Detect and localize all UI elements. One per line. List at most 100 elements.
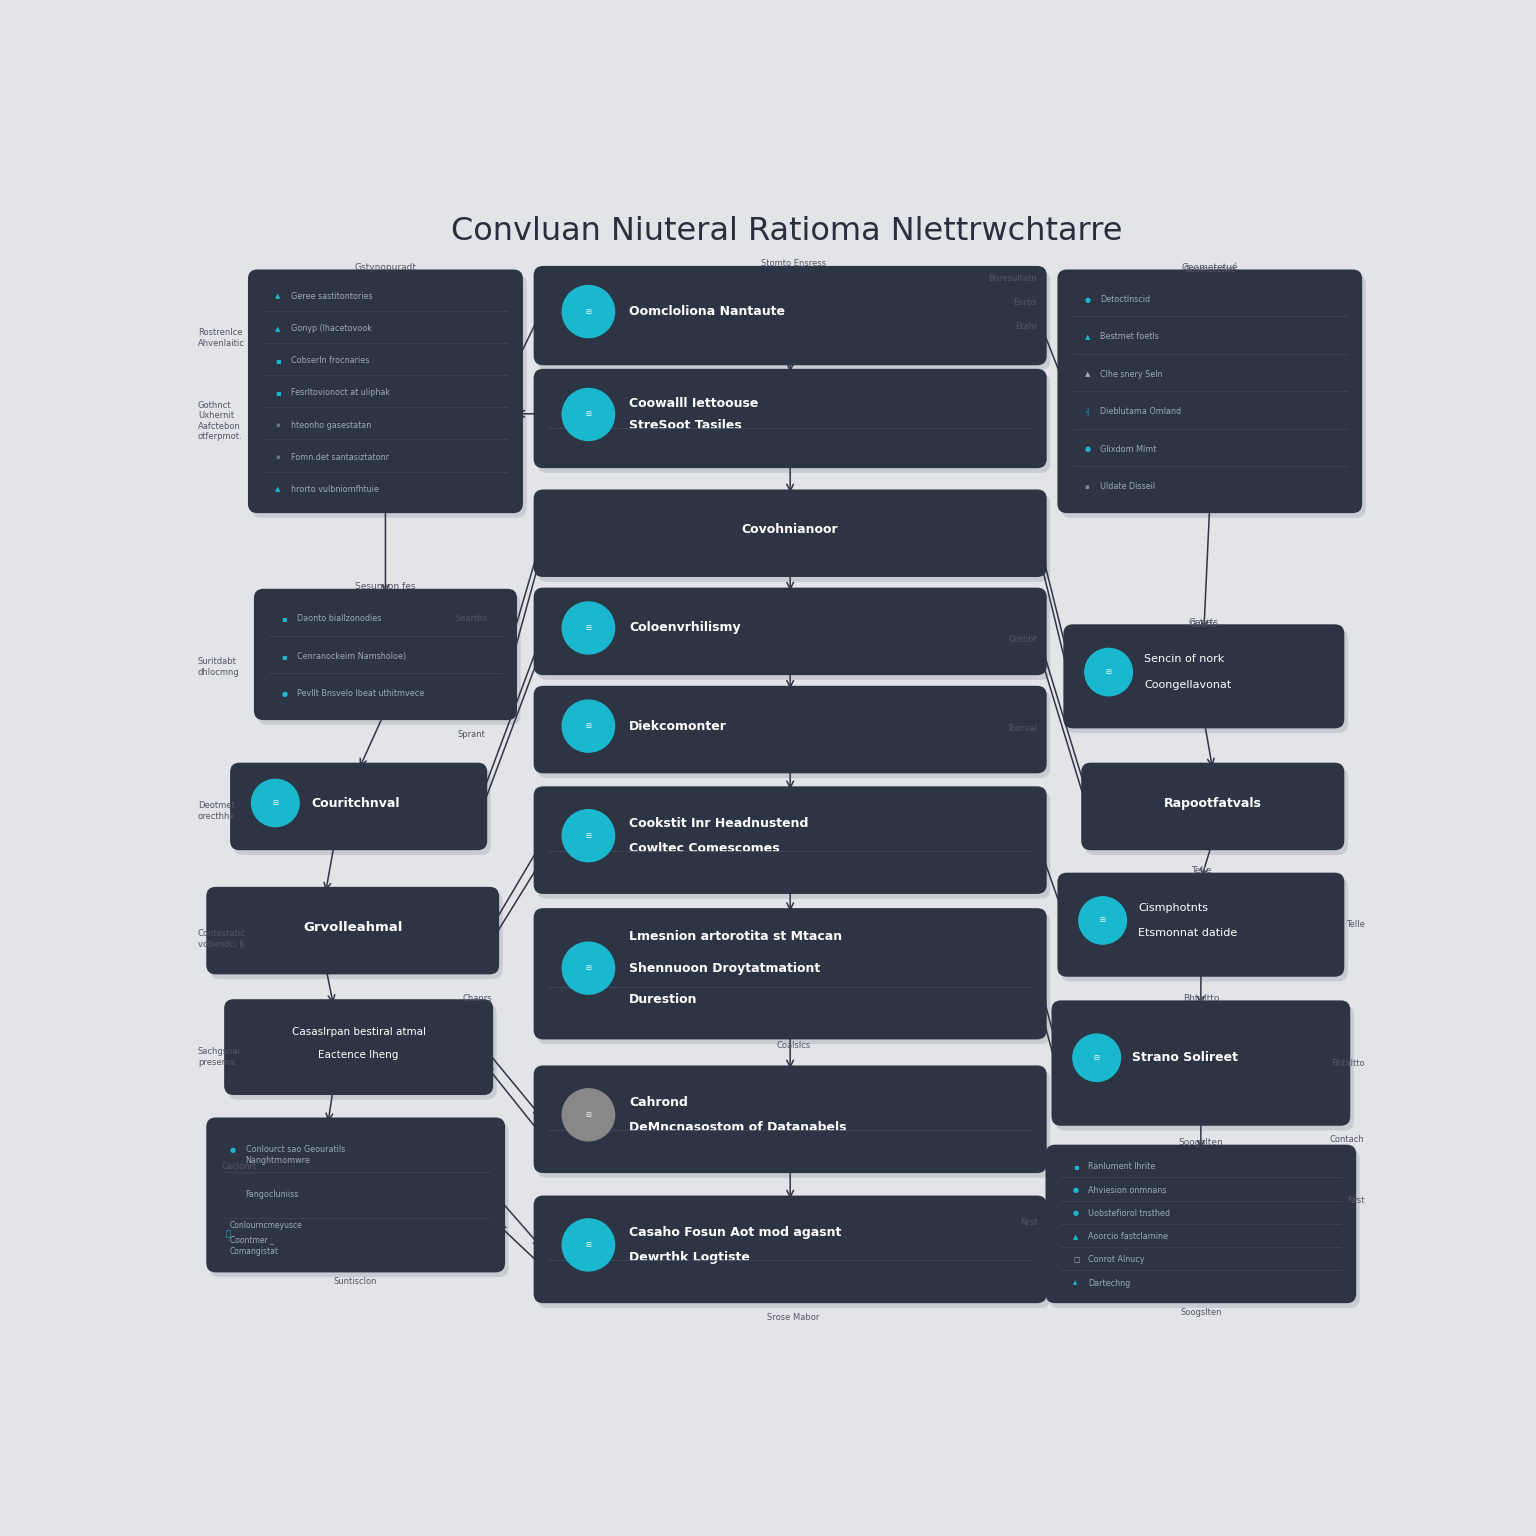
Text: Glixdom Mlmt: Glixdom Mlmt bbox=[1100, 445, 1157, 453]
Circle shape bbox=[562, 286, 614, 338]
Text: Bhtaltto: Bhtaltto bbox=[1330, 1058, 1364, 1068]
Text: ▪: ▪ bbox=[275, 455, 280, 461]
Text: ▪: ▪ bbox=[281, 614, 287, 624]
Text: Lmesnion artorotita st Mtacan: Lmesnion artorotita st Mtacan bbox=[628, 931, 842, 943]
FancyBboxPatch shape bbox=[1049, 1149, 1359, 1309]
FancyBboxPatch shape bbox=[538, 373, 1051, 473]
Circle shape bbox=[1084, 648, 1132, 696]
Text: Geometetué: Geometetué bbox=[1181, 263, 1238, 272]
Circle shape bbox=[1078, 897, 1126, 945]
Text: Cenranockeim Namsholoe): Cenranockeim Namsholoe) bbox=[296, 651, 406, 660]
Text: Soogslten: Soogslten bbox=[1178, 1138, 1223, 1147]
Text: ▲: ▲ bbox=[275, 487, 281, 492]
Text: ⊟: ⊟ bbox=[1106, 670, 1112, 676]
FancyBboxPatch shape bbox=[253, 588, 518, 720]
Text: Casaslrpan bestiral atmal: Casaslrpan bestiral atmal bbox=[292, 1026, 425, 1037]
Text: StreSoot Tasiles: StreSoot Tasiles bbox=[628, 419, 742, 432]
Text: Daonto biallzonodies: Daonto biallzonodies bbox=[296, 614, 381, 624]
Text: Coongellavonat: Coongellavonat bbox=[1144, 680, 1232, 690]
FancyBboxPatch shape bbox=[538, 912, 1051, 1044]
Text: Uobstefiorol tnsthed: Uobstefiorol tnsthed bbox=[1089, 1209, 1170, 1218]
FancyBboxPatch shape bbox=[1052, 1000, 1350, 1126]
Text: ●: ● bbox=[1084, 296, 1091, 303]
FancyBboxPatch shape bbox=[1057, 269, 1362, 513]
FancyBboxPatch shape bbox=[533, 685, 1046, 773]
Text: ⊟: ⊟ bbox=[585, 1243, 591, 1247]
Text: Contach: Contach bbox=[1330, 1135, 1364, 1144]
FancyBboxPatch shape bbox=[258, 593, 521, 725]
FancyBboxPatch shape bbox=[533, 786, 1046, 894]
Text: ⊟: ⊟ bbox=[585, 833, 591, 839]
Text: Durestion: Durestion bbox=[628, 994, 697, 1006]
FancyBboxPatch shape bbox=[533, 490, 1046, 578]
FancyBboxPatch shape bbox=[538, 1200, 1051, 1309]
Text: Casaho Fosun Aot mod agasnt: Casaho Fosun Aot mod agasnt bbox=[628, 1226, 842, 1240]
FancyBboxPatch shape bbox=[533, 369, 1046, 468]
Text: ⊟: ⊟ bbox=[585, 309, 591, 315]
Text: Sesunvon fes: Sesunvon fes bbox=[355, 582, 416, 591]
FancyBboxPatch shape bbox=[538, 1071, 1051, 1178]
Text: Oothbt: Oothbt bbox=[1008, 636, 1037, 644]
Text: ▪: ▪ bbox=[1074, 1163, 1078, 1172]
Circle shape bbox=[252, 779, 300, 826]
FancyBboxPatch shape bbox=[210, 891, 502, 978]
FancyBboxPatch shape bbox=[247, 269, 522, 513]
Text: ●: ● bbox=[281, 691, 287, 697]
FancyBboxPatch shape bbox=[1046, 1144, 1356, 1303]
Text: ▪: ▪ bbox=[1084, 484, 1089, 490]
FancyBboxPatch shape bbox=[533, 1066, 1046, 1174]
Text: Couritchnval: Couritchnval bbox=[310, 797, 399, 809]
Text: Deotmet
orecthhe: Deotmet orecthhe bbox=[198, 802, 235, 820]
Text: Geometetué: Geometetué bbox=[1183, 266, 1236, 273]
Text: ●: ● bbox=[1074, 1187, 1078, 1193]
FancyBboxPatch shape bbox=[224, 1000, 493, 1095]
Text: ⊟: ⊟ bbox=[585, 723, 591, 730]
Text: Oomcloliona Nantaute: Oomcloliona Nantaute bbox=[628, 306, 785, 318]
Text: Cowltec Comescomes: Cowltec Comescomes bbox=[628, 842, 779, 854]
Text: ▲: ▲ bbox=[1074, 1281, 1077, 1286]
Text: hrorto vulbniomfhtuie: hrorto vulbniomfhtuie bbox=[290, 485, 379, 493]
Text: Geree sastitontories: Geree sastitontories bbox=[290, 292, 372, 301]
Text: Chanrs: Chanrs bbox=[462, 994, 493, 1003]
Text: Soogslten: Soogslten bbox=[1180, 1309, 1221, 1316]
FancyBboxPatch shape bbox=[252, 275, 527, 518]
Text: Toorval: Toorval bbox=[1008, 723, 1037, 733]
Text: ▲: ▲ bbox=[275, 326, 281, 332]
Text: ▲: ▲ bbox=[275, 293, 281, 300]
Text: Diekcomonter: Diekcomonter bbox=[628, 720, 727, 733]
Text: Nrst: Nrst bbox=[1020, 1218, 1037, 1227]
Text: Gstynopuradt: Gstynopuradt bbox=[355, 263, 416, 272]
FancyBboxPatch shape bbox=[538, 791, 1051, 899]
FancyBboxPatch shape bbox=[533, 266, 1046, 366]
Text: Covohnianoor: Covohnianoor bbox=[742, 524, 839, 536]
Text: ⊟: ⊟ bbox=[1094, 1055, 1100, 1061]
Circle shape bbox=[562, 700, 614, 753]
Text: Clhe snery Seln: Clhe snery Seln bbox=[1100, 370, 1163, 379]
Text: 🚶: 🚶 bbox=[226, 1229, 230, 1238]
Text: Strano Solireet: Strano Solireet bbox=[1132, 1051, 1238, 1064]
Text: Stomto Ensress: Stomto Ensress bbox=[760, 260, 826, 269]
FancyBboxPatch shape bbox=[538, 270, 1051, 370]
Text: Uldate Disseil: Uldate Disseil bbox=[1100, 482, 1155, 492]
Text: Fomn.det santasiztatonr: Fomn.det santasiztatonr bbox=[290, 453, 389, 462]
Text: Fangocluniiss: Fangocluniiss bbox=[246, 1190, 300, 1200]
Text: Goorts: Goorts bbox=[1190, 621, 1218, 628]
Text: Goorts: Goorts bbox=[1189, 617, 1220, 627]
Text: Fesrltovionoct at uliphak: Fesrltovionoct at uliphak bbox=[290, 389, 390, 398]
Circle shape bbox=[562, 389, 614, 441]
Text: Searths: Searths bbox=[456, 614, 488, 624]
Text: Srose Mabor: Srose Mabor bbox=[766, 1313, 819, 1322]
Text: Sencin of nork: Sencin of nork bbox=[1144, 654, 1224, 664]
Text: ▪: ▪ bbox=[275, 389, 281, 398]
Text: Cahrond: Cahrond bbox=[628, 1095, 688, 1109]
Text: Etsmonnat datide: Etsmonnat datide bbox=[1138, 928, 1238, 938]
Text: ▲: ▲ bbox=[1074, 1233, 1078, 1240]
FancyBboxPatch shape bbox=[233, 768, 492, 856]
Circle shape bbox=[562, 1089, 614, 1141]
Text: Etahr: Etahr bbox=[1015, 321, 1037, 330]
Text: ●: ● bbox=[230, 1146, 237, 1152]
Text: Conrot Alnucy: Conrot Alnucy bbox=[1089, 1255, 1144, 1264]
Text: DeMncnasostom of Datanabels: DeMncnasostom of Datanabels bbox=[628, 1121, 846, 1134]
Text: Telle: Telle bbox=[1190, 866, 1210, 876]
Text: Comangistat: Comangistat bbox=[230, 1247, 280, 1255]
